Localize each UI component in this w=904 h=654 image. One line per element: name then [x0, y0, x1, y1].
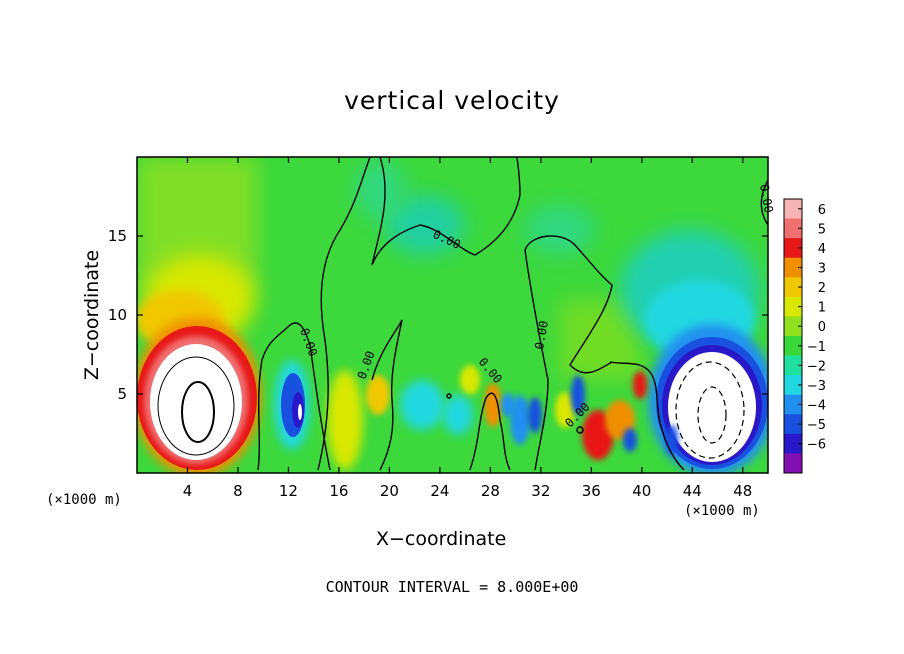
x-tick-label: 4: [183, 482, 193, 500]
colorbar-swatch: [784, 394, 802, 415]
chart-title: vertical velocity: [344, 86, 560, 115]
contour-lines: [157, 157, 768, 471]
x-tick-label: 16: [329, 482, 348, 500]
colorbar-label: −5: [807, 418, 826, 433]
contour-updraft-outer: [157, 356, 235, 456]
x-unit-label-right: (×1000 m): [684, 503, 760, 519]
contour-zero-edge: [760, 179, 768, 226]
x-tick-label: 44: [683, 482, 702, 500]
x-tick-label: 8: [233, 482, 243, 500]
colorbar-swatch: [784, 296, 802, 317]
colorbar-swatch: [784, 453, 802, 474]
colorbar-swatch: [784, 355, 802, 376]
contour-zero-center: [371, 157, 521, 266]
contour-interval-note: CONTOUR INTERVAL = 8.000E+00: [325, 578, 579, 596]
x-tick-label: 36: [582, 482, 601, 500]
colorbar-label: 6: [818, 203, 826, 218]
colorbar-label: −4: [807, 399, 826, 414]
colorbar-label: 1: [818, 301, 826, 316]
x-axis-label: X−coordinate: [376, 528, 507, 550]
x-tick-label: 12: [279, 482, 298, 500]
colorbar-label: 2: [818, 281, 826, 296]
colorbar-label: −6: [807, 438, 826, 453]
colorbar-swatch: [784, 375, 802, 396]
colorbar-swatch: [784, 336, 802, 357]
heatmap-field: [137, 157, 768, 473]
colorbar-swatch: [784, 199, 802, 220]
colorbar-swatch: [784, 433, 802, 454]
contour-label: 0.00: [532, 320, 551, 351]
colorbar-swatch: [784, 218, 802, 239]
colorbar-label: 3: [818, 262, 826, 277]
colorbar-swatch: [784, 414, 802, 435]
contour-updraft-inner: [181, 381, 215, 443]
x-unit-label-left: (×1000 m): [46, 492, 122, 508]
y-tick-label: 15: [108, 227, 127, 245]
colorbar-label: 0: [818, 320, 826, 335]
x-tick-label: 28: [481, 482, 500, 500]
contour-zero-left: [257, 322, 331, 471]
colorbar-label: −3: [807, 379, 826, 394]
colorbar-label: 5: [818, 222, 826, 237]
x-tick-label: 20: [380, 482, 399, 500]
colorbar-label: −1: [807, 340, 826, 355]
contour-zero-right: [524, 235, 613, 471]
contour-label: 0.00: [757, 183, 776, 214]
colorbar-label: 4: [818, 242, 826, 257]
colorbar: 6 5 4 3 2 1 0 −1 −2 −3 −4 −5 −6: [783, 198, 826, 474]
x-tick-label: 48: [733, 482, 752, 500]
x-tick-label: 24: [430, 482, 449, 500]
y-tick-label: 5: [117, 385, 127, 403]
colorbar-label: −2: [807, 359, 826, 374]
contour-downdraft-inner: [697, 386, 727, 444]
contour-zero-mid: [317, 157, 371, 471]
contour-zero-center-low2: [469, 392, 511, 471]
colorbar-swatch: [784, 257, 802, 278]
y-tick-label: 10: [108, 306, 127, 324]
x-tick-label: 32: [531, 482, 550, 500]
x-tick-label: 40: [632, 482, 651, 500]
colorbar-swatch: [784, 238, 802, 259]
colorbar-swatch: [784, 316, 802, 337]
contour-downdraft-outer: [675, 361, 745, 459]
colorbar-swatch: [784, 277, 802, 298]
contour-zero-center-low: [371, 319, 403, 471]
contour-zero-rightb: [609, 361, 685, 471]
colorbar-frame: [783, 198, 803, 474]
